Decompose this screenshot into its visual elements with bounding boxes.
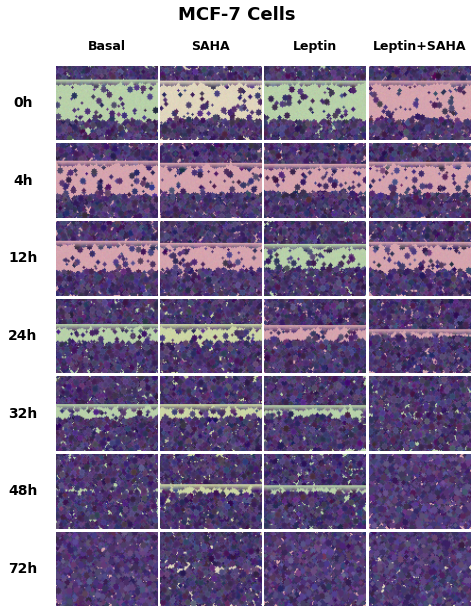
- Text: 48h: 48h: [8, 485, 37, 499]
- Text: 4h: 4h: [13, 174, 33, 188]
- Text: 24h: 24h: [8, 329, 37, 343]
- Text: MCF-7 Cells: MCF-7 Cells: [178, 6, 296, 24]
- Text: 72h: 72h: [8, 562, 37, 576]
- Text: 0h: 0h: [13, 96, 33, 110]
- Text: Basal: Basal: [88, 40, 126, 53]
- Text: Leptin+SAHA: Leptin+SAHA: [373, 40, 466, 53]
- Text: Leptin: Leptin: [293, 40, 337, 53]
- Text: 32h: 32h: [8, 407, 37, 421]
- Text: 12h: 12h: [8, 251, 37, 265]
- Text: SAHA: SAHA: [191, 40, 230, 53]
